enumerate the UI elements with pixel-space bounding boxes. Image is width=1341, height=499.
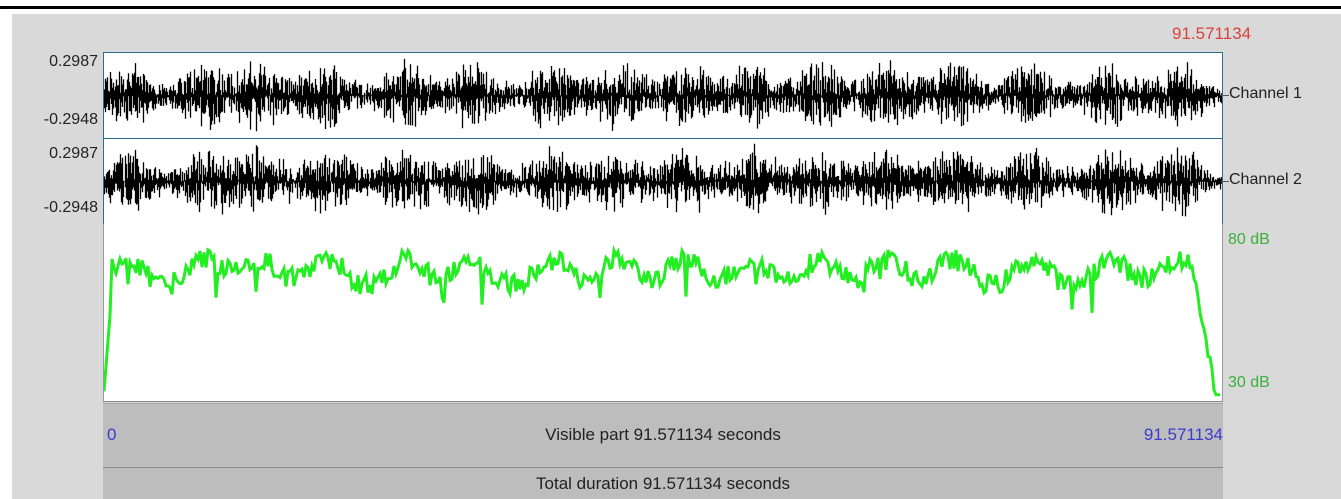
cursor-time: 91.571134 — [1172, 24, 1252, 43]
channel-2-min: -0.2948 — [43, 199, 98, 216]
total-duration-text: Total duration 91.571134 seconds — [536, 474, 790, 493]
waveform-path — [104, 58, 1222, 132]
visible-end: 91.571134 — [1143, 425, 1223, 444]
channel-2-waveform[interactable] — [103, 138, 1223, 225]
top-divider — [0, 6, 1341, 9]
total-duration-bar[interactable]: Total duration 91.571134 seconds — [103, 467, 1223, 499]
visible-part-text: Visible part 91.571134 seconds — [545, 425, 781, 444]
visible-part-bar[interactable]: 0 Visible part 91.571134 seconds 91.5711… — [103, 403, 1223, 467]
channel-1-label: Channel 1 — [1229, 85, 1302, 102]
channel-1-min: -0.2948 — [43, 111, 98, 128]
channel-2-max: 0.2987 — [49, 145, 98, 162]
channel-1-max: 0.2987 — [49, 53, 98, 70]
channel-1-tick — [1221, 95, 1229, 96]
visible-start: 0 — [107, 425, 117, 444]
intensity-panel[interactable] — [103, 224, 1223, 402]
waveform-trace — [104, 58, 1222, 132]
channel-1-waveform[interactable] — [103, 52, 1223, 139]
intensity-line — [104, 244, 1220, 397]
intensity-max-label: 80 dB — [1228, 231, 1270, 248]
channel-2-label: Channel 2 — [1229, 171, 1302, 188]
intensity-trace — [104, 244, 1220, 397]
waveform-trace — [104, 143, 1222, 217]
intensity-min-label: 30 dB — [1228, 374, 1270, 391]
waveform-path — [104, 143, 1222, 217]
channel-2-tick — [1221, 181, 1229, 182]
